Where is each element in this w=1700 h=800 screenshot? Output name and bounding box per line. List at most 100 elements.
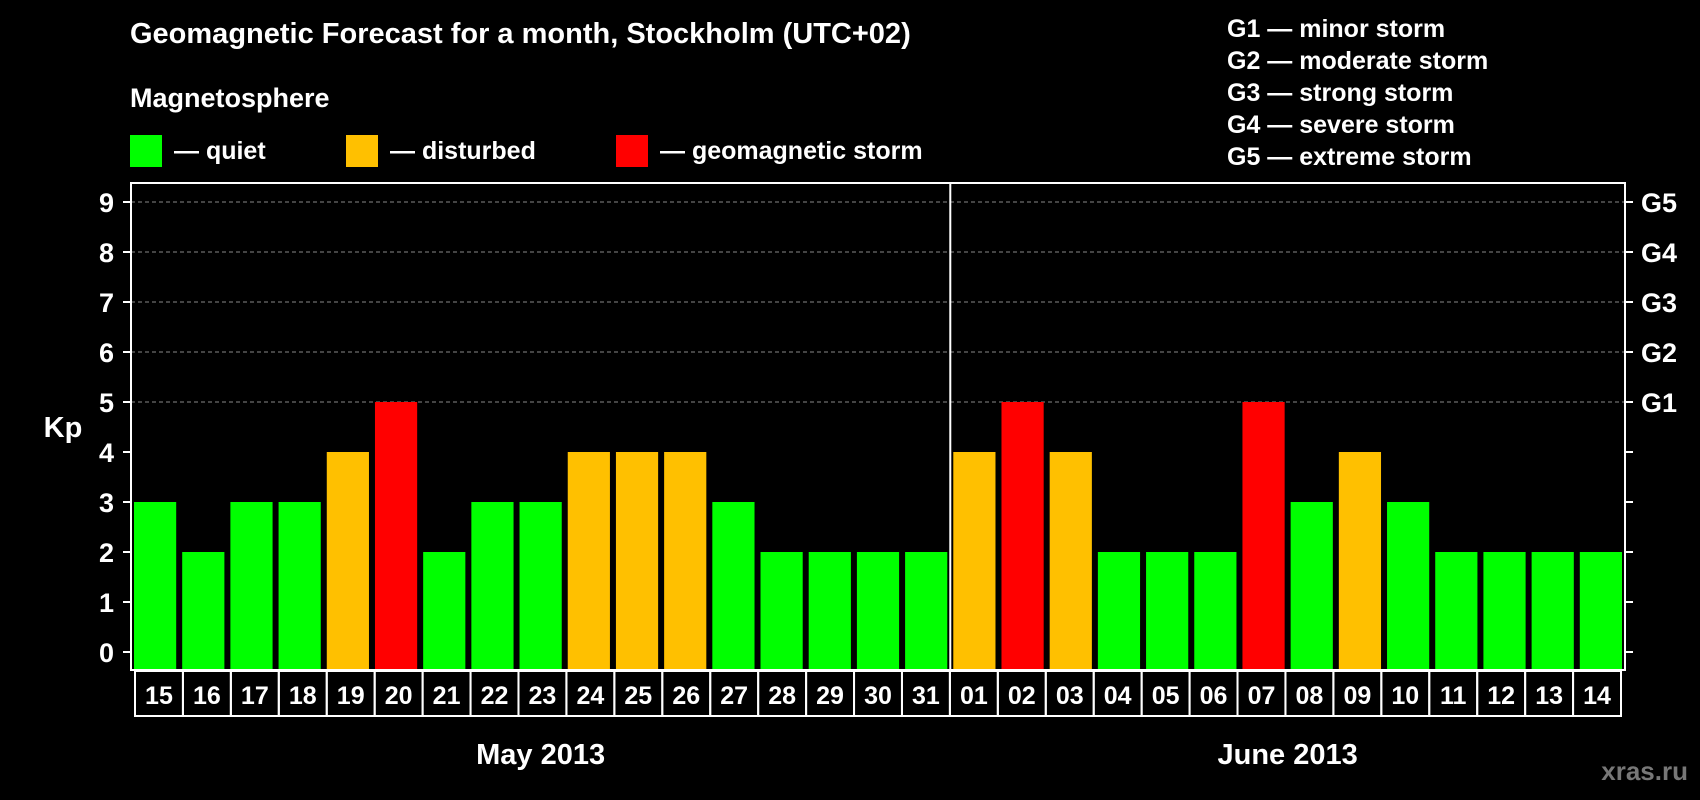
bar-31	[905, 552, 948, 670]
bar-24	[567, 452, 610, 670]
date-label-17: 17	[241, 682, 269, 710]
date-label-15: 15	[145, 682, 173, 710]
date-label-07: 07	[1248, 682, 1276, 710]
month-label-0: May 2013	[476, 739, 605, 771]
g-legend-g3: G3 — strong storm	[1227, 79, 1454, 107]
bar-11	[1435, 552, 1478, 670]
bar-30	[856, 552, 900, 670]
date-label-12: 12	[1487, 682, 1515, 710]
date-label-19: 19	[337, 682, 365, 710]
date-label-10: 10	[1391, 682, 1419, 710]
date-label-13: 13	[1535, 682, 1563, 710]
bar-21	[423, 552, 466, 670]
date-label-30: 30	[864, 682, 892, 710]
y-axis-label: Kp	[44, 412, 83, 444]
bar-15	[134, 502, 177, 670]
g-legend-g5: G5 — extreme storm	[1227, 143, 1472, 171]
g-scale-legend: G1 — minor storm G2 — moderate storm G3 …	[1227, 13, 1488, 173]
date-label-04: 04	[1104, 682, 1132, 710]
date-label-31: 31	[912, 682, 940, 710]
y-tick-label-6: 6	[99, 338, 114, 368]
date-label-02: 02	[1008, 682, 1036, 710]
bar-16	[182, 552, 225, 670]
y-tick-label-4: 4	[99, 438, 114, 468]
month-label-1: June 2013	[1218, 739, 1358, 771]
right-tick-label-G4: G4	[1641, 238, 1677, 268]
bar-14	[1579, 552, 1622, 670]
y-tick-label-7: 7	[99, 288, 114, 318]
date-label-01: 01	[960, 682, 988, 710]
bar-07	[1242, 402, 1285, 670]
date-label-05: 05	[1152, 682, 1180, 710]
bar-02	[1001, 402, 1044, 670]
date-label-23: 23	[529, 682, 557, 710]
bar-29	[808, 552, 851, 670]
bar-18	[278, 502, 321, 670]
bar-27	[712, 502, 755, 670]
date-label-24: 24	[576, 682, 604, 710]
bar-17	[230, 502, 273, 670]
y-tick-label-9: 9	[99, 188, 114, 218]
y-tick-label-1: 1	[99, 588, 114, 618]
date-label-26: 26	[672, 682, 700, 710]
date-label-16: 16	[193, 682, 221, 710]
bar-12	[1483, 552, 1526, 670]
g-legend-g2: G2 — moderate storm	[1227, 47, 1489, 75]
bar-28	[760, 552, 803, 670]
right-tick-label-G2: G2	[1641, 338, 1677, 368]
bar-03	[1049, 452, 1092, 670]
bar-08	[1290, 502, 1333, 670]
bar-05	[1146, 552, 1189, 670]
date-label-11: 11	[1440, 682, 1467, 710]
bar-19	[326, 452, 369, 670]
legend-disturbed: — disturbed	[346, 135, 536, 167]
right-tick-label-G5: G5	[1641, 188, 1677, 218]
date-label-08: 08	[1296, 682, 1324, 710]
watermark: xras.ru	[1601, 756, 1688, 786]
date-label-20: 20	[385, 682, 413, 710]
bar-22	[471, 502, 514, 670]
y-tick-label-5: 5	[99, 388, 114, 418]
g-legend-g1: G1 — minor storm	[1227, 15, 1446, 43]
bar-25	[615, 452, 659, 670]
bar-23	[519, 502, 562, 670]
chart-title: Geomagnetic Forecast for a month, Stockh…	[130, 18, 911, 50]
g-legend-g4: G4 — severe storm	[1227, 111, 1455, 139]
date-label-03: 03	[1056, 682, 1084, 710]
legend-storm-label: — geomagnetic storm	[660, 136, 923, 165]
bar-20	[374, 402, 418, 670]
y-tick-label-0: 0	[99, 638, 114, 668]
bar-06	[1194, 552, 1237, 670]
date-box-14	[1572, 670, 1623, 717]
bar-09	[1338, 452, 1382, 670]
date-label-25: 25	[624, 682, 652, 710]
bar-04	[1097, 552, 1141, 670]
bar-26	[664, 452, 707, 670]
date-label-09: 09	[1343, 682, 1371, 710]
date-label-21: 21	[433, 682, 461, 710]
legend-disturbed-label: — disturbed	[390, 136, 536, 165]
legend-storm-swatch	[616, 135, 648, 167]
bar-13	[1531, 552, 1574, 670]
date-label-14: 14	[1583, 682, 1611, 710]
y-tick-label-2: 2	[99, 538, 114, 568]
right-tick-label-G1: G1	[1641, 388, 1677, 418]
legend-disturbed-swatch	[346, 135, 378, 167]
date-label-22: 22	[481, 682, 509, 710]
legend-storm: — geomagnetic storm	[616, 135, 923, 167]
bar-01	[953, 452, 996, 670]
legend-quiet: — quiet	[130, 135, 266, 167]
date-label-06: 06	[1200, 682, 1228, 710]
date-label-28: 28	[768, 682, 796, 710]
legend-quiet-label: — quiet	[174, 136, 266, 165]
chart-subtitle: Magnetosphere	[130, 83, 330, 113]
date-label-27: 27	[720, 682, 748, 710]
bar-10	[1387, 502, 1430, 670]
date-label-29: 29	[816, 682, 844, 710]
y-tick-label-8: 8	[99, 238, 114, 268]
y-tick-label-3: 3	[99, 488, 114, 518]
legend-quiet-swatch	[130, 135, 162, 167]
right-tick-label-G3: G3	[1641, 288, 1677, 318]
date-label-18: 18	[289, 682, 317, 710]
